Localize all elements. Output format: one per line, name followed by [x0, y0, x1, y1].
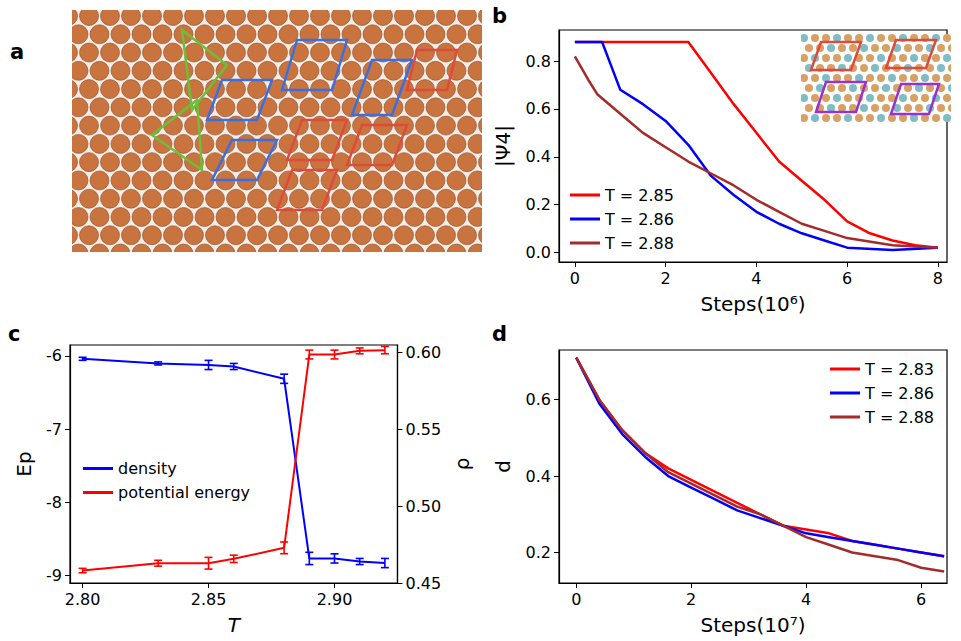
svg-text:0.4: 0.4 [526, 147, 551, 166]
html-text:d: d [492, 322, 507, 346]
svg-text:T = 2.83: T = 2.83 [864, 360, 934, 379]
svg-text:4: 4 [801, 590, 811, 609]
svg-text:0.55: 0.55 [405, 420, 441, 439]
svg-text:2.90: 2.90 [317, 590, 353, 609]
svg-text:Ep: Ep [12, 451, 36, 476]
svg-text:6: 6 [916, 590, 926, 609]
svg-text:T: T [228, 613, 242, 637]
svg-text:Steps(10⁶): Steps(10⁶) [700, 292, 805, 316]
html-text:b: b [492, 4, 507, 28]
svg-text:0: 0 [571, 590, 581, 609]
svg-text:T = 2.86: T = 2.86 [864, 384, 934, 403]
svg-text:2.85: 2.85 [191, 590, 227, 609]
svg-text:0.60: 0.60 [405, 343, 441, 362]
svg-text:0.2: 0.2 [526, 543, 551, 562]
svg-text:0.8: 0.8 [526, 52, 551, 71]
svg-text:T = 2.86: T = 2.86 [604, 210, 674, 229]
svg-text:0.4: 0.4 [526, 467, 551, 486]
svg-text:|Ψ4|: |Ψ4| [491, 125, 515, 167]
svg-text:T = 2.85: T = 2.85 [604, 186, 674, 205]
svg-text:6: 6 [842, 269, 852, 288]
svg-text:potential energy: potential energy [118, 483, 250, 502]
svg-text:0.6: 0.6 [526, 99, 551, 118]
svg-text:-7: -7 [46, 420, 62, 439]
html-text:c: c [8, 322, 21, 346]
svg-text:8: 8 [933, 269, 943, 288]
svg-text:2.80: 2.80 [65, 590, 101, 609]
svg-text:-9: -9 [46, 566, 62, 585]
svg-text:0: 0 [570, 269, 580, 288]
svg-text:d: d [491, 460, 515, 473]
svg-text:-8: -8 [46, 493, 62, 512]
svg-text:2: 2 [686, 590, 696, 609]
svg-text:T = 2.88: T = 2.88 [604, 234, 674, 253]
svg-text:T = 2.88: T = 2.88 [864, 408, 934, 427]
svg-text:ρ: ρ [450, 458, 474, 471]
svg-text:0.2: 0.2 [526, 195, 551, 214]
html-text:a: a [10, 40, 25, 64]
svg-text:0.0: 0.0 [526, 243, 551, 262]
svg-text:0.50: 0.50 [405, 497, 441, 516]
svg-text:0.6: 0.6 [526, 390, 551, 409]
svg-text:0.45: 0.45 [405, 574, 441, 593]
svg-text:2: 2 [661, 269, 671, 288]
svg-text:-6: -6 [46, 346, 62, 365]
svg-text:4: 4 [751, 269, 761, 288]
svg-text:Steps(10⁷): Steps(10⁷) [700, 613, 805, 637]
svg-text:density: density [118, 459, 177, 478]
